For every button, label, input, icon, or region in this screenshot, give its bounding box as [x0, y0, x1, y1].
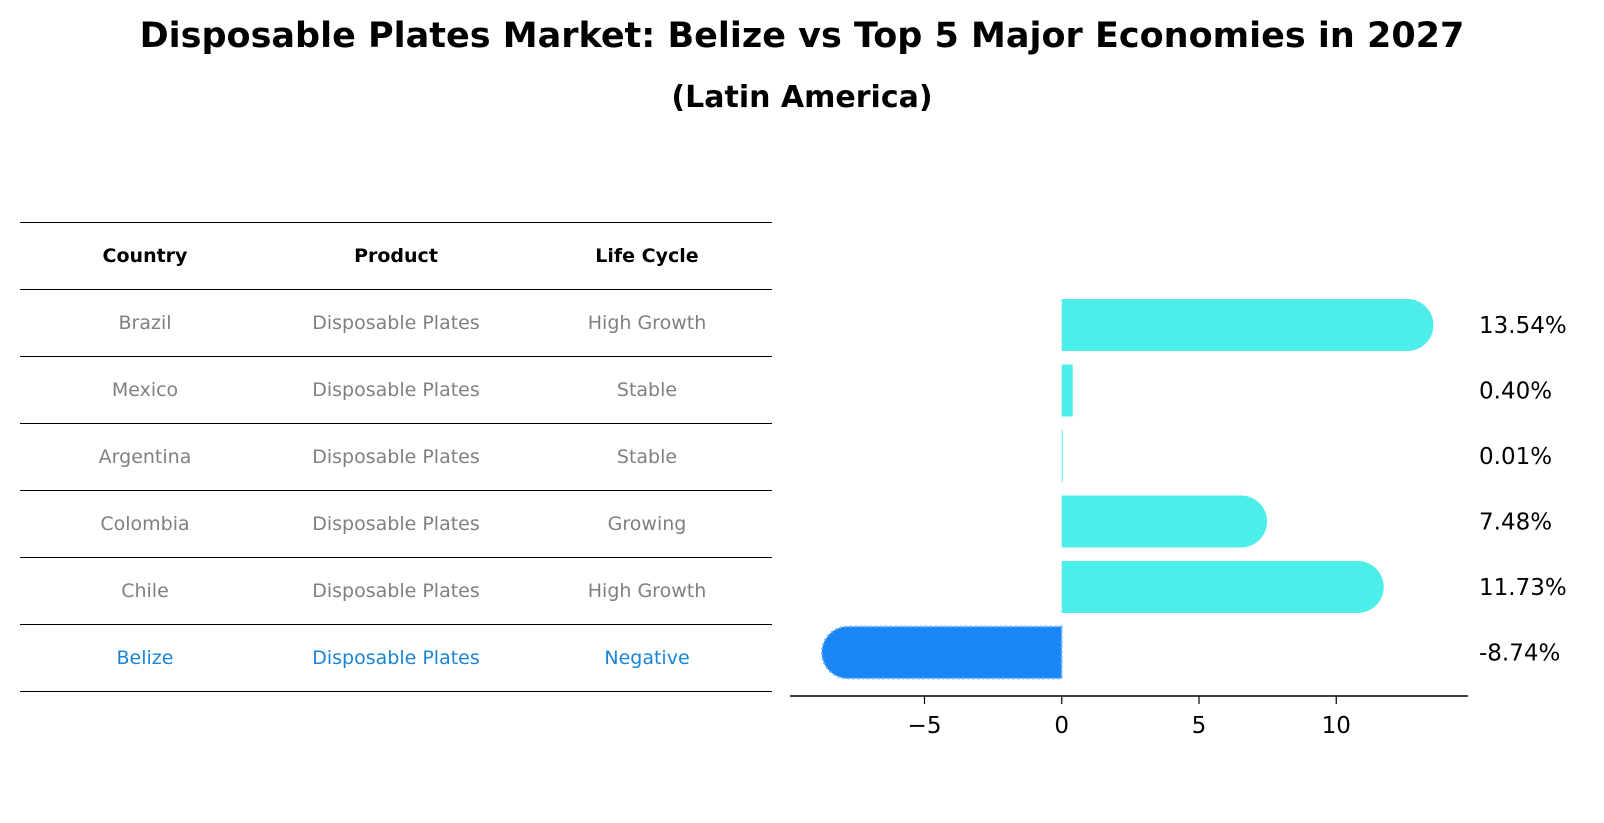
chart-subtitle: (Latin America)	[671, 80, 933, 115]
bar-belize	[820, 625, 1063, 680]
cell-country: Argentina	[20, 423, 270, 491]
cell-country: Chile	[20, 557, 270, 625]
cell-product: Disposable Plates	[270, 423, 522, 491]
cell-life-cycle: Stable	[522, 356, 772, 424]
value-label: 0.40%	[1479, 379, 1552, 405]
cell-country: Mexico	[20, 356, 270, 424]
table-row: Belize Disposable Plates Negative	[20, 624, 772, 692]
bar-mexico	[1061, 364, 1073, 417]
x-tick-label: 10	[1322, 713, 1351, 739]
cell-life-cycle: High Growth	[522, 557, 772, 625]
table-header-row: Country Product Life Cycle	[20, 222, 772, 290]
value-label: 0.01%	[1479, 444, 1552, 470]
chart-title: Disposable Plates Market: Belize vs Top …	[139, 16, 1465, 56]
table-row: Colombia Disposable Plates Growing	[20, 490, 772, 558]
cell-life-cycle: Stable	[522, 423, 772, 491]
table-row: Argentina Disposable Plates Stable	[20, 423, 772, 491]
cell-product: Disposable Plates	[270, 624, 522, 692]
table-row: Chile Disposable Plates High Growth	[20, 557, 772, 625]
market-table: Country Product Life Cycle Brazil Disposa…	[20, 222, 772, 692]
value-label: -8.74%	[1479, 641, 1560, 667]
value-label: 7.48%	[1479, 510, 1552, 536]
cell-product: Disposable Plates	[270, 490, 522, 558]
bar-brazil	[1061, 299, 1434, 351]
value-label: 13.54%	[1479, 313, 1567, 339]
header-life-cycle: Life Cycle	[522, 222, 772, 290]
cell-country: Brazil	[20, 289, 270, 357]
x-tick-label: −5	[908, 713, 942, 739]
table-row: Brazil Disposable Plates High Growth	[20, 289, 772, 357]
value-label: 11.73%	[1479, 575, 1567, 601]
cell-product: Disposable Plates	[270, 557, 522, 625]
header-product: Product	[270, 222, 522, 290]
table-row: Mexico Disposable Plates Stable	[20, 356, 772, 424]
bar-colombia	[1061, 495, 1268, 548]
x-tick-label: 5	[1192, 713, 1207, 739]
header-country: Country	[20, 222, 270, 290]
cell-country: Colombia	[20, 490, 270, 558]
cell-country: Belize	[20, 624, 270, 692]
cell-life-cycle: Negative	[522, 624, 772, 692]
cell-life-cycle: High Growth	[522, 289, 772, 357]
cell-life-cycle: Growing	[522, 490, 772, 558]
x-tick-label: 0	[1054, 713, 1069, 739]
bar-chile	[1061, 561, 1384, 613]
bar-argentina	[1061, 430, 1063, 482]
cell-product: Disposable Plates	[270, 289, 522, 357]
cell-product: Disposable Plates	[270, 356, 522, 424]
